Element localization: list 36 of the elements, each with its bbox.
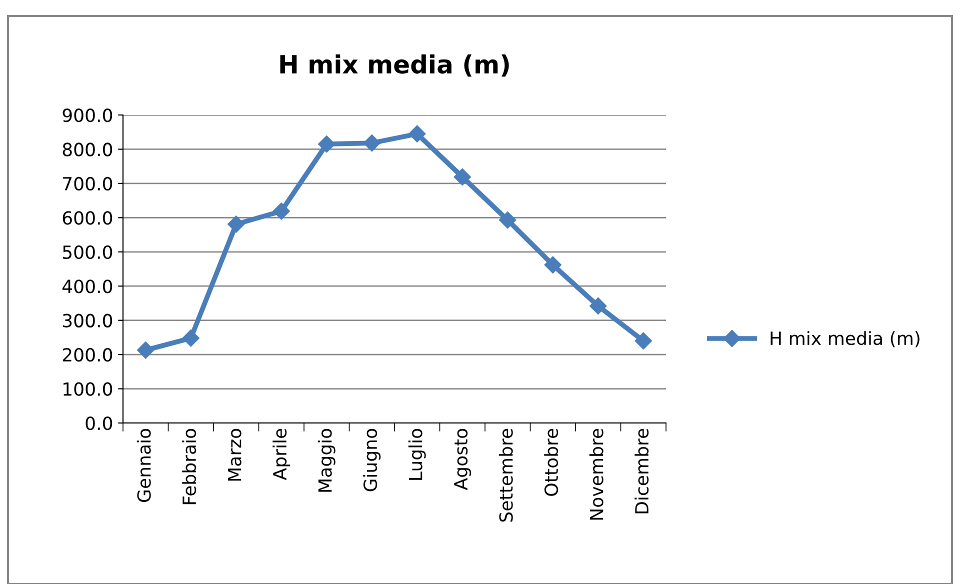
y-tick-label: 700.0 bbox=[63, 176, 112, 191]
x-tick-label: Novembre bbox=[589, 428, 604, 520]
x-tick-label: Maggio bbox=[318, 428, 336, 492]
point bbox=[590, 297, 607, 315]
y-tick-label: 900.0 bbox=[62, 108, 112, 122]
point bbox=[408, 125, 426, 142]
point bbox=[318, 136, 336, 153]
x-tick-label: Gennaio bbox=[136, 428, 151, 502]
point bbox=[272, 202, 290, 220]
x-tick-label: Febbraio bbox=[182, 428, 196, 504]
chart-title: H mix media (m) bbox=[280, 54, 509, 77]
point bbox=[363, 134, 380, 152]
x-tick-label: Ottobre bbox=[544, 428, 558, 496]
point bbox=[499, 212, 516, 229]
point bbox=[182, 330, 200, 347]
point bbox=[454, 168, 471, 186]
x-tick-label: Marzo bbox=[228, 428, 242, 481]
point bbox=[228, 216, 245, 233]
x-tick-label: Dicembre bbox=[634, 428, 649, 514]
y-tick-label: 600.0 bbox=[62, 211, 112, 225]
y-tick-label: 300.0 bbox=[62, 314, 112, 328]
point bbox=[634, 332, 652, 350]
y-tick-label: 400.0 bbox=[62, 280, 112, 294]
x-tick-label: Agosto bbox=[454, 428, 472, 490]
x-tick-label: Aprile bbox=[272, 428, 290, 480]
x-tick-label: Settembre bbox=[498, 428, 513, 522]
y-tick-label: 500.0 bbox=[62, 245, 112, 260]
x-tick-label: Luglio bbox=[408, 428, 426, 480]
point bbox=[137, 342, 154, 359]
y-tick-label: 800.0 bbox=[62, 142, 112, 156]
x-tick-label: Giugno bbox=[363, 428, 381, 492]
y-tick-label: 100.0 bbox=[64, 382, 112, 396]
y-tick-label: 0.0 bbox=[86, 416, 112, 430]
legend-label: H mix media (m) bbox=[770, 331, 920, 348]
y-tick-label: 200.0 bbox=[62, 348, 112, 362]
point bbox=[544, 256, 562, 274]
